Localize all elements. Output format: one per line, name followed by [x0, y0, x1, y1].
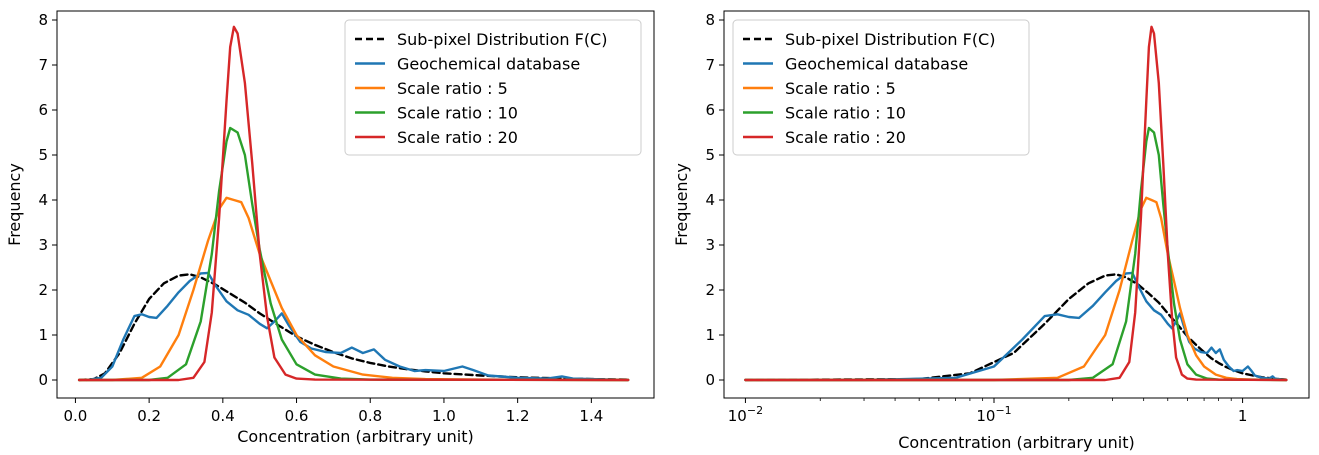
legend-entry-1: Geochemical database: [785, 55, 968, 74]
chart-panel-linear: 0 1 2 3 4 5 6 7 8 0.0 0.2 0.4 0.6 0.8 1.0 1.2 1.4 Concent…: [5, 10, 655, 446]
legend: Sub-pixel Distribution F(C) Geochemical d…: [732, 19, 1030, 156]
axes-frame: [56, 10, 655, 399]
y-tick-label: 1: [38, 326, 48, 344]
legend-entry-4: Scale ratio : 20: [785, 128, 906, 147]
series-line-1: [744, 271, 1288, 382]
series-line-2: [744, 196, 1288, 382]
legend-entry-3: Scale ratio : 10: [397, 104, 518, 123]
x-tick-label: 0.8: [358, 407, 382, 425]
legend-box: [732, 19, 1030, 156]
x-tick-label: 10−1: [976, 404, 1011, 425]
series-line-3: [744, 126, 1288, 382]
y-tick-label: 4: [38, 191, 48, 209]
x-tick-label: 1.2: [506, 407, 530, 425]
legend-entry-2: Scale ratio : 5: [785, 79, 896, 98]
series-line-4: [77, 25, 630, 382]
series-line-0: [744, 273, 1288, 382]
x-tick-label: 0.4: [211, 407, 235, 425]
x-axis-label: Concentration (arbitrary unit): [237, 427, 474, 446]
y-tick-label: 3: [38, 236, 48, 254]
x-tick-label: 0.0: [63, 407, 87, 425]
y-tick-label: 0: [705, 371, 715, 389]
series-line-4: [744, 25, 1288, 382]
x-tick-label: 1.4: [579, 407, 603, 425]
x-tick-label: 1: [1238, 407, 1248, 425]
y-tick-label: 8: [38, 11, 48, 29]
chart-panel-log: 0 1 2 3 4 5 6 7 8 10−2 10−1 1 Concentration (arbitra…: [672, 10, 1310, 452]
series-line-3: [77, 126, 630, 382]
legend-entry-3: Scale ratio : 10: [785, 104, 906, 123]
y-axis-label: Frequency: [672, 163, 691, 246]
legend-entry-4: Scale ratio : 20: [397, 128, 518, 147]
x-axis-label: Concentration (arbitrary unit): [898, 433, 1135, 452]
legend-box: [344, 19, 642, 156]
y-tick-label: 5: [38, 146, 48, 164]
y-tick-label: 1: [705, 326, 715, 344]
x-tick-label: 1.0: [432, 407, 456, 425]
y-tick-label: 4: [705, 191, 715, 209]
y-tick-label: 7: [705, 56, 715, 74]
y-tick-label: 2: [38, 281, 48, 299]
x-tick-label: 0.2: [137, 407, 161, 425]
x-tick-label: 10−2: [728, 404, 763, 425]
y-tick-label: 3: [705, 236, 715, 254]
series-line-1: [85, 271, 630, 382]
y-tick-label: 5: [705, 146, 715, 164]
y-tick-label: 8: [705, 11, 715, 29]
series-line-2: [77, 196, 630, 382]
x-tick-label: 0.6: [285, 407, 309, 425]
y-tick-label: 7: [38, 56, 48, 74]
legend-entry-1: Geochemical database: [397, 55, 580, 74]
axes-frame: [723, 10, 1310, 399]
y-tick-label: 0: [38, 371, 48, 389]
legend-entry-0: Sub-pixel Distribution F(C): [785, 30, 995, 49]
y-tick-label: 6: [705, 101, 715, 119]
legend: Sub-pixel Distribution F(C) Geochemical d…: [344, 19, 642, 156]
legend-entry-2: Scale ratio : 5: [397, 79, 508, 98]
y-tick-label: 2: [705, 281, 715, 299]
y-tick-label: 6: [38, 101, 48, 119]
series-group: [744, 25, 1288, 382]
y-axis-label: Frequency: [5, 163, 24, 246]
legend-entry-0: Sub-pixel Distribution F(C): [397, 30, 607, 49]
series-group: [77, 25, 630, 382]
